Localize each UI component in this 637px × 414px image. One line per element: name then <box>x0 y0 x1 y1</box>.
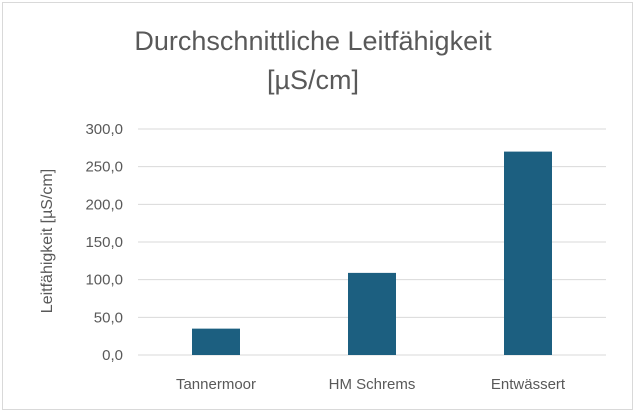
chart-subtitle: [µS/cm] <box>267 65 359 95</box>
y-tick-label: 0,0 <box>102 347 123 364</box>
bars <box>192 151 552 355</box>
chart-title: Durchschnittliche Leitfähigkeit <box>134 26 492 56</box>
x-tick-label: Entwässert <box>491 376 566 393</box>
y-tick-label: 100,0 <box>85 272 123 289</box>
y-tick-labels: 0,0 50,0 100,0 150,0 200,0 250,0 300,0 <box>85 121 123 364</box>
y-tick-label: 50,0 <box>94 309 123 326</box>
y-tick-label: 200,0 <box>85 196 123 213</box>
x-tick-label: Tannermoor <box>176 376 256 393</box>
y-axis-title: Leitfähigkeit [µS/cm] <box>39 169 56 313</box>
x-tick-labels: Tannermoor HM Schrems Entwässert <box>176 376 566 393</box>
bar-tannermoor <box>192 328 240 355</box>
x-tick-label: HM Schrems <box>329 376 416 393</box>
y-tick-label: 300,0 <box>85 121 123 138</box>
y-tick-label: 250,0 <box>85 159 123 176</box>
bar-hm-schrems <box>348 272 396 355</box>
y-tick-label: 150,0 <box>85 234 123 251</box>
bar-entw-ssert <box>504 151 552 355</box>
